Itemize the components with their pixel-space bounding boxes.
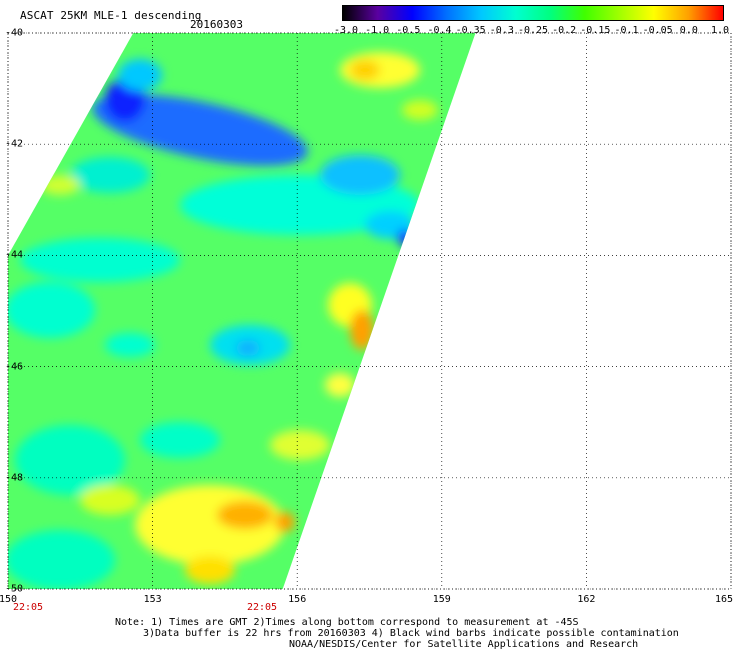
latitude-label: -50 — [5, 583, 24, 595]
longitude-label: 156 — [288, 594, 307, 605]
latitude-label: -48 — [5, 472, 24, 484]
color-scale-tick-label: 0.0 — [679, 25, 698, 36]
color-scale-bar — [342, 5, 724, 21]
color-scale-tick-label: -0.2 — [552, 25, 577, 36]
map-frame — [7, 32, 732, 590]
color-scale-tick-label: -3.0 — [333, 25, 359, 36]
latitude-label: -44 — [5, 249, 24, 261]
color-scale-tick-label: -0.4 — [427, 25, 452, 36]
color-scale-tick-label: -0.15 — [580, 25, 611, 36]
longitude-label: 162 — [577, 594, 596, 605]
longitude-label: 159 — [432, 594, 451, 605]
time-label: 22:05 — [12, 602, 44, 613]
mle-field — [8, 33, 476, 589]
color-scale-tick-label: -0.35 — [455, 25, 486, 36]
product-title: ASCAT 25KM MLE-1 descending — [20, 9, 202, 22]
color-scale-tick-label: 1.0 — [710, 25, 730, 36]
longitude-label: 153 — [143, 594, 162, 605]
color-scale-tick-label: -0.1 — [614, 25, 639, 36]
color-scale-tick-label: -0.05 — [642, 25, 673, 36]
longitude-label: 150 — [0, 594, 18, 605]
color-scale-tick-label: -0.25 — [517, 25, 549, 36]
longitude-label: 165 — [714, 594, 734, 605]
color-scale-tick-label: -0.3 — [489, 25, 514, 36]
note-line-1: Note: 1) Times are GMT 2)Times along bot… — [115, 617, 579, 628]
latitude-label: -42 — [5, 138, 24, 150]
product-date: 20160303 — [190, 18, 243, 31]
time-label: 22:05 — [246, 602, 278, 613]
note-line-3: NOAA/NESDIS/Center for Satellite Applica… — [289, 639, 639, 650]
note-line-2: 3)Data buffer is 22 hrs from 20160303 4)… — [143, 628, 679, 639]
latitude-label: -40 — [5, 27, 24, 39]
latitude-label: -46 — [5, 361, 24, 373]
color-scale-tick-label: -1.0 — [365, 25, 390, 36]
color-scale-tick-label: -0.5 — [396, 25, 421, 36]
